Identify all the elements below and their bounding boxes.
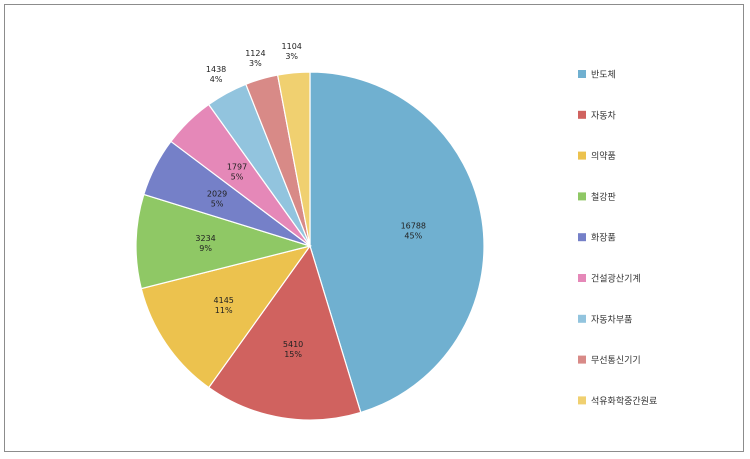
slice-label-4: 3234 9% <box>195 234 215 253</box>
legend-swatch-2 <box>578 110 586 119</box>
legend-label-4: 철강판 <box>591 192 616 203</box>
slice-value-5: 2029 <box>207 190 227 199</box>
slice-percent-5: 5% <box>211 200 224 209</box>
slice-2 <box>207 244 362 421</box>
legend-label-3: 의약품 <box>591 150 616 162</box>
slice-percent-7: 4% <box>210 75 223 84</box>
legend-label-2: 자동차 <box>591 109 617 121</box>
legend-swatch-7 <box>578 314 586 323</box>
slice-label-8: 1124 3% <box>245 49 265 68</box>
slice-percent-1: 45% <box>404 232 422 241</box>
slice-label-6: 1797 5% <box>227 162 247 181</box>
legend-item-2: 자동차 <box>578 109 617 121</box>
slice-value-8: 1124 <box>245 49 265 58</box>
legend-label-6: 건설광산기계 <box>591 273 641 285</box>
slice-3 <box>140 245 312 389</box>
legend-label-7: 자동차부품 <box>591 313 632 325</box>
legend-swatch-9 <box>578 396 586 405</box>
legend-item-9: 석유화학중간원료 <box>578 396 657 407</box>
slice-percent-6: 5% <box>231 172 244 181</box>
pie-slices <box>135 71 485 421</box>
slice-4 <box>135 193 313 290</box>
legend-item-6: 건설광산기계 <box>578 273 641 285</box>
slice-value-4: 3234 <box>195 234 215 243</box>
slice-label-1: 16788 45% <box>401 222 426 241</box>
legend-label-1: 반도체 <box>591 70 616 81</box>
slice-value-3: 4145 <box>214 296 234 305</box>
slice-label-2: 5410 15% <box>283 340 303 359</box>
slice-percent-4: 9% <box>199 244 212 253</box>
slice-1 <box>309 71 485 414</box>
slice-value-1: 16788 <box>401 222 426 231</box>
legend-swatch-4 <box>578 192 586 201</box>
slice-value-7: 1438 <box>206 65 226 74</box>
slice-percent-2: 15% <box>284 350 302 359</box>
slice-value-6: 1797 <box>227 162 247 171</box>
slice-label-9: 1104 3% <box>282 42 302 61</box>
slice-value-2: 5410 <box>283 340 303 349</box>
legend-item-7: 자동차부품 <box>578 313 632 325</box>
legend-item-1: 반도체 <box>578 70 616 81</box>
slice-label-7: 1438 4% <box>206 65 226 84</box>
legend-label-8: 무선통신기기 <box>591 355 641 366</box>
legend-label-5: 화장품 <box>591 233 616 244</box>
legend-swatch-8 <box>578 355 586 364</box>
slice-percent-3: 11% <box>215 306 233 315</box>
legend-swatch-1 <box>578 70 586 78</box>
slice-value-9: 1104 <box>282 42 302 51</box>
slice-label-3: 4145 11% <box>214 296 234 315</box>
legend-swatch-5 <box>578 233 586 242</box>
legend-swatch-3 <box>578 151 586 160</box>
slice-percent-8: 3% <box>249 59 262 68</box>
legend-label-9: 석유화학중간원료 <box>591 396 657 407</box>
legend-swatch-6 <box>578 274 586 282</box>
slice-percent-9: 3% <box>285 52 298 61</box>
slice-9 <box>276 71 311 247</box>
legend-item-4: 철강판 <box>578 192 616 203</box>
legend-item-8: 무선통신기기 <box>578 355 641 366</box>
slice-labels: 16788 45%5410 15%4145 11%3234 9%2029 5%1797 5%… <box>195 42 426 359</box>
legend-item-3: 의약품 <box>578 150 616 162</box>
legend-item-5: 화장품 <box>578 233 616 244</box>
slice-label-5: 2029 5% <box>207 190 227 209</box>
